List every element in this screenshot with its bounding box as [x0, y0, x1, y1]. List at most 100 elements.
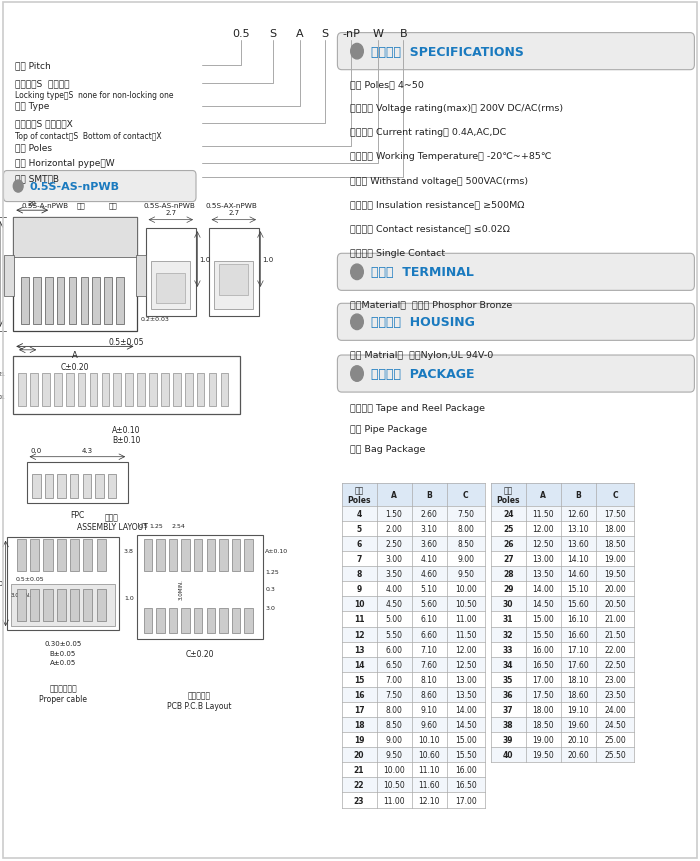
Bar [17, 539, 26, 572]
Bar [342, 536, 485, 552]
Bar [491, 717, 634, 733]
Text: 15.50: 15.50 [532, 630, 554, 639]
Bar [342, 717, 485, 733]
Bar [43, 539, 52, 572]
Bar [13, 218, 137, 257]
Bar [45, 474, 53, 499]
Text: 0.5S-AS-nPWB: 0.5S-AS-nPWB [144, 202, 195, 208]
Text: 8.50: 8.50 [386, 721, 402, 729]
Circle shape [351, 367, 363, 382]
Bar [342, 552, 485, 567]
Text: 27: 27 [503, 554, 514, 563]
Text: 23.00: 23.00 [604, 675, 626, 684]
Text: 13.00: 13.00 [532, 554, 554, 563]
Text: 13.60: 13.60 [567, 540, 589, 548]
Bar [342, 672, 485, 687]
Text: 4.10: 4.10 [421, 554, 438, 563]
Bar [491, 672, 634, 687]
Bar [491, 522, 634, 536]
Bar [220, 374, 228, 406]
Text: 7.60: 7.60 [421, 660, 438, 669]
Text: 9: 9 [356, 585, 362, 593]
Text: 規格: 規格 [77, 202, 85, 209]
Text: A±0.10: A±0.10 [265, 548, 288, 554]
Text: 孔位
Poles: 孔位 Poles [496, 486, 520, 505]
Text: 2.7: 2.7 [165, 210, 176, 216]
Text: 塑詠本體  HOUSING: 塑詠本體 HOUSING [371, 316, 475, 329]
Text: 17.50: 17.50 [532, 691, 554, 699]
Text: 0.5S-A-nPWB: 0.5S-A-nPWB [21, 202, 68, 208]
Bar [18, 374, 26, 406]
Text: 15.10: 15.10 [568, 585, 589, 593]
Text: 4.60: 4.60 [421, 570, 438, 579]
Text: 16: 16 [354, 691, 365, 699]
Text: 上接點：S 下接點：X: 上接點：S 下接點：X [15, 120, 74, 128]
Bar [136, 536, 262, 639]
Text: 10.50: 10.50 [455, 600, 477, 609]
Bar [169, 608, 177, 634]
Text: 6.60: 6.60 [421, 630, 438, 639]
Bar [156, 273, 186, 304]
Text: 16.60: 16.60 [567, 630, 589, 639]
Text: 2.54: 2.54 [172, 523, 186, 529]
Text: 3.50: 3.50 [386, 570, 402, 579]
Text: 3.0MIN.: 3.0MIN. [178, 579, 183, 600]
Bar [30, 374, 38, 406]
Text: B±0.05: B±0.05 [50, 650, 76, 656]
Text: 6.10: 6.10 [421, 615, 438, 623]
Bar [342, 597, 485, 612]
Text: 10: 10 [354, 600, 365, 609]
Text: 0.2±0.03: 0.2±0.03 [141, 316, 169, 321]
Text: 4.50: 4.50 [386, 600, 402, 609]
Bar [32, 474, 41, 499]
Text: 20.00: 20.00 [604, 585, 626, 593]
Bar [342, 777, 485, 793]
Bar [491, 657, 634, 672]
Bar [95, 474, 104, 499]
Text: 25.50: 25.50 [604, 751, 626, 759]
Bar [491, 627, 634, 642]
Text: 17: 17 [354, 705, 365, 714]
Bar [491, 703, 634, 717]
Circle shape [351, 44, 363, 60]
Bar [83, 589, 92, 622]
Bar [342, 793, 485, 808]
Bar [7, 537, 119, 630]
Text: 19.10: 19.10 [568, 705, 589, 714]
Text: 3.8: 3.8 [124, 548, 134, 554]
Text: 7.10: 7.10 [421, 645, 438, 653]
Text: 13.10: 13.10 [568, 524, 589, 533]
FancyBboxPatch shape [337, 304, 694, 341]
Text: 4.0: 4.0 [0, 581, 4, 586]
Text: 13.00: 13.00 [455, 675, 477, 684]
FancyBboxPatch shape [337, 254, 694, 291]
Text: 1.25: 1.25 [149, 523, 163, 529]
Text: 32: 32 [503, 630, 514, 639]
Bar [57, 539, 66, 572]
Bar [491, 506, 634, 522]
Text: 5: 5 [356, 524, 362, 533]
Text: 0.5: 0.5 [139, 523, 148, 529]
Text: 19.50: 19.50 [532, 751, 554, 759]
Text: 0.3: 0.3 [265, 586, 275, 592]
Bar [342, 687, 485, 703]
Bar [97, 589, 106, 622]
FancyBboxPatch shape [4, 171, 196, 202]
Text: 12.60: 12.60 [568, 510, 589, 518]
Text: 19.00: 19.00 [532, 735, 554, 744]
Text: 20: 20 [354, 751, 365, 759]
Text: B: B [426, 491, 432, 499]
Text: 12.50: 12.50 [455, 660, 477, 669]
Bar [146, 229, 196, 317]
Text: 18.50: 18.50 [604, 540, 626, 548]
Text: 5.60: 5.60 [421, 600, 438, 609]
Bar [30, 539, 39, 572]
Text: 2.00: 2.00 [386, 524, 402, 533]
Bar [491, 733, 634, 747]
Text: 3.60: 3.60 [421, 540, 438, 548]
Bar [173, 374, 181, 406]
Text: 纁帶包裝 Tape and Reel Package: 纁帶包裝 Tape and Reel Package [350, 404, 485, 412]
Text: 極數 Poles： 4~50: 極數 Poles： 4~50 [350, 80, 424, 89]
Bar [342, 582, 485, 597]
Text: 工作溫度 Working Temperature： -20℃~+85℃: 工作溫度 Working Temperature： -20℃~+85℃ [350, 152, 552, 161]
